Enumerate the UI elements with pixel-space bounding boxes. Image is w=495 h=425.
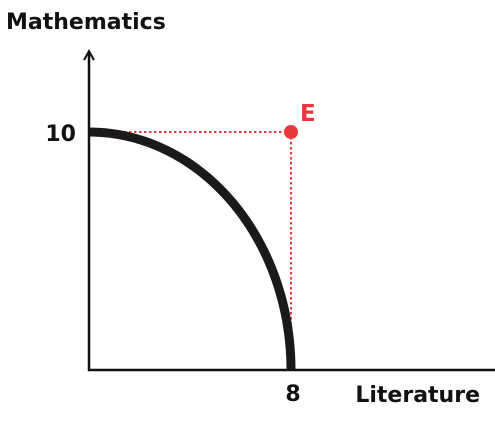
- point-e-marker: [284, 125, 298, 139]
- x-axis-title: Literature: [355, 383, 480, 408]
- y-tick-label-10: 10: [45, 122, 76, 147]
- y-axis-title: Mathematics: [6, 10, 166, 35]
- x-tick-label-8: 8: [285, 382, 300, 407]
- point-e-label: E: [300, 101, 316, 127]
- frontier-curve: [88, 127, 296, 371]
